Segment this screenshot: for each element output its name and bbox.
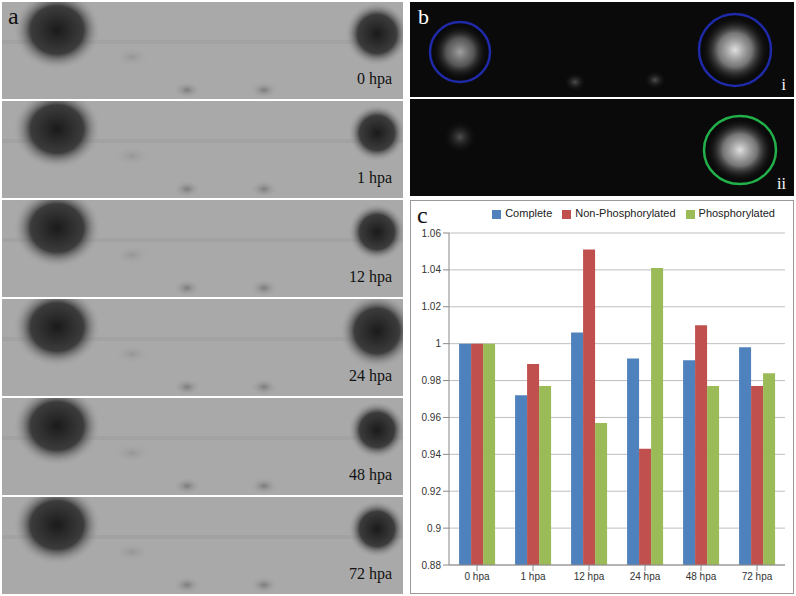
svg-text:0 hpa: 0 hpa [464,571,489,582]
html-text:c: c [417,202,428,228]
svg-text:b: b [418,4,429,29]
svg-text:1 hpa: 1 hpa [357,169,392,187]
svg-text:a: a [8,3,19,29]
svg-text:0.96: 0.96 [422,412,442,423]
svg-text:0.9: 0.9 [427,523,441,534]
svg-text:12 hpa: 12 hpa [574,571,605,582]
svg-text:0.98: 0.98 [422,375,442,386]
svg-text:i: i [782,76,787,93]
html-text:Non-Phosphorylated: Non-Phosphorylated [575,207,676,219]
html-text:Phosphorylated: Phosphorylated [698,207,775,219]
svg-text:48 hpa: 48 hpa [349,466,392,484]
svg-text:ii: ii [777,175,786,192]
svg-text:1.02: 1.02 [422,301,442,312]
svg-text:0.94: 0.94 [422,449,442,460]
svg-text:72 hpa: 72 hpa [742,571,773,582]
svg-text:1.04: 1.04 [422,264,442,275]
svg-text:72 hpa: 72 hpa [349,565,392,583]
svg-text:1.06: 1.06 [422,228,442,239]
svg-text:1: 1 [435,338,441,349]
svg-text:1 hpa: 1 hpa [520,571,545,582]
svg-text:0.88: 0.88 [422,560,442,571]
svg-text:48 hpa: 48 hpa [686,571,717,582]
svg-text:24 hpa: 24 hpa [349,367,392,385]
html-text:Complete: Complete [505,207,553,219]
svg-text:0.92: 0.92 [422,486,442,497]
svg-text:24 hpa: 24 hpa [630,571,661,582]
svg-text:12 hpa: 12 hpa [349,268,392,286]
svg-text:0 hpa: 0 hpa [357,70,392,88]
